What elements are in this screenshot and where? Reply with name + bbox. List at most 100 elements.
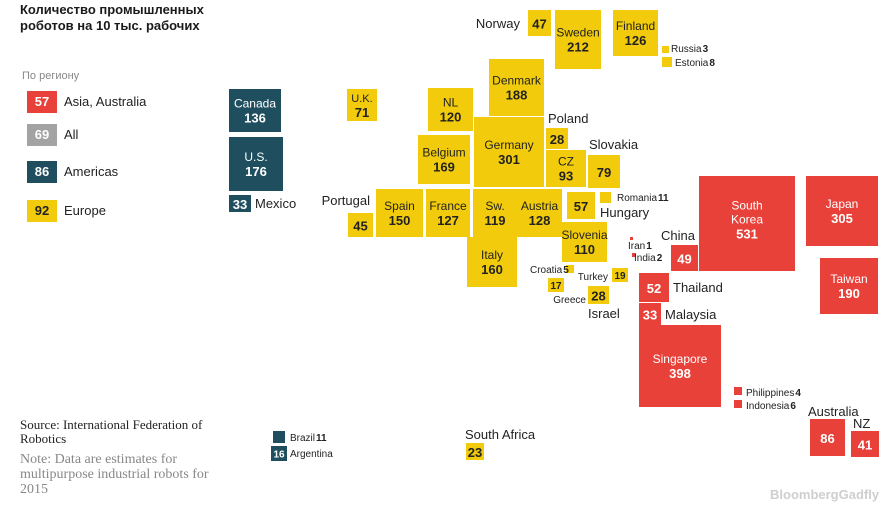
country-box-india <box>632 253 636 257</box>
country-label-malaysia: Malaysia <box>665 307 717 322</box>
country-label-greece: Greece <box>553 295 586 306</box>
country-box-japan <box>806 176 878 246</box>
country-value-norway: 47 <box>532 17 546 32</box>
country-value-south-korea: 531 <box>736 227 758 242</box>
country-label-argentina: Argentina <box>290 449 333 460</box>
country-box-sw <box>473 189 517 237</box>
country-label-indonesia: Indonesia <box>746 401 790 412</box>
country-value-spain: 150 <box>389 213 411 228</box>
country-box-philippines <box>734 387 742 395</box>
country-value-romania: 11 <box>658 193 669 204</box>
country-label-estonia: Estonia <box>675 58 709 69</box>
country-value-singapore: 398 <box>669 366 691 381</box>
country-box-nz <box>851 431 879 457</box>
country-box-taiwan <box>820 258 878 314</box>
country-value-italy: 160 <box>481 262 503 277</box>
country-label-sweden: Sweden <box>556 26 599 40</box>
country-box-turkey <box>612 268 628 282</box>
country-label-iran: Iran <box>628 241 645 252</box>
country-box-south-korea <box>699 176 795 271</box>
country-box-france <box>426 189 470 237</box>
country-box-china <box>671 245 698 271</box>
country-box-iran <box>630 237 633 240</box>
country-label-taiwan: Taiwan <box>830 272 867 286</box>
country-label-nz: NZ <box>853 416 870 431</box>
country-box-finland <box>613 10 658 56</box>
country-label-south-korea: South <box>731 199 762 213</box>
legend-swatch: 69 <box>27 124 57 146</box>
country-label-austria: Austria <box>521 199 559 213</box>
country-value-indonesia: 6 <box>790 401 796 412</box>
country-box-thailand <box>639 273 669 302</box>
country-value-u-k: 71 <box>355 105 369 120</box>
country-label-romania: Romania <box>617 193 657 204</box>
country-label-nl: NL <box>443 96 459 110</box>
country-label-finland: Finland <box>616 19 655 33</box>
country-value-poland: 28 <box>550 132 564 147</box>
country-value-nz: 41 <box>858 438 872 453</box>
country-value-slovakia: 79 <box>597 165 611 180</box>
country-label-japan: Japan <box>826 197 859 211</box>
country-box-indonesia <box>734 400 742 408</box>
country-label-india: India <box>634 253 656 264</box>
country-box-brazil <box>273 431 285 443</box>
chart-title: Количество промышленных роботов на 10 ты… <box>20 2 204 33</box>
country-box-greece <box>548 278 564 292</box>
country-label-poland: Poland <box>548 111 588 126</box>
country-label-south-africa: South Africa <box>465 427 536 442</box>
note-text: Note: Data are estimates for multipurpos… <box>20 452 209 497</box>
country-value-mexico: 33 <box>233 197 247 212</box>
country-label-china: China <box>661 228 696 243</box>
country-value-israel: 28 <box>591 289 605 304</box>
country-value-estonia: 8 <box>709 58 715 69</box>
country-box-south-africa <box>466 443 484 460</box>
country-label-canada: Canada <box>234 97 276 111</box>
country-label-south-korea: Korea <box>731 213 763 227</box>
legend-label: All <box>64 127 79 142</box>
country-value-greece: 17 <box>550 281 562 292</box>
country-value-thailand: 52 <box>647 281 661 296</box>
country-value-cz: 93 <box>559 169 573 184</box>
country-box-portugal <box>348 213 373 237</box>
country-label-italy: Italy <box>481 248 503 262</box>
country-box-norway <box>528 10 551 36</box>
country-box-slovenia <box>562 222 607 262</box>
country-value-croatia: 5 <box>563 265 569 276</box>
country-label-u-k: U.K. <box>351 93 372 105</box>
legend-swatch: 92 <box>27 200 57 222</box>
country-label-u-s: U.S. <box>244 150 267 164</box>
country-label-germany: Germany <box>484 138 533 152</box>
country-box-austria <box>517 189 562 237</box>
country-value-argentina: 16 <box>273 450 285 461</box>
country-label-denmark: Denmark <box>492 74 542 88</box>
country-label-russia: Russia <box>671 44 702 55</box>
country-box-croatia <box>566 265 574 273</box>
country-value-philippines: 4 <box>795 388 801 399</box>
country-value-sw: 119 <box>485 213 506 228</box>
country-value-nl: 120 <box>440 110 462 125</box>
country-value-taiwan: 190 <box>838 286 860 301</box>
bloomberg-gadfly-logo: BloombergGadfly <box>770 487 880 502</box>
country-label-belgium: Belgium <box>422 146 465 160</box>
country-value-u-s: 176 <box>245 164 267 179</box>
country-label-turkey: Turkey <box>578 272 608 283</box>
legend-title: По региону <box>22 70 80 82</box>
country-box-russia <box>662 46 669 53</box>
country-label-philippines: Philippines <box>746 388 794 399</box>
legend-swatch: 86 <box>27 161 57 183</box>
country-box-australia <box>810 419 845 456</box>
country-label-slovakia: Slovakia <box>589 137 639 152</box>
country-value-sweden: 212 <box>567 40 589 55</box>
country-box-sweden <box>555 10 601 69</box>
country-box-argentina <box>271 446 287 461</box>
country-value-germany: 301 <box>498 152 520 167</box>
country-value-turkey: 19 <box>614 271 626 282</box>
legend-label: Asia, Australia <box>64 94 147 109</box>
country-value-belgium: 169 <box>433 160 455 175</box>
legend-label: Europe <box>64 203 106 218</box>
country-value-france: 127 <box>437 213 459 228</box>
country-value-china: 49 <box>677 252 691 267</box>
country-label-australia: Australia <box>808 404 859 419</box>
country-box-slovakia <box>588 155 620 188</box>
country-label-slovenia: Slovenia <box>561 228 607 242</box>
